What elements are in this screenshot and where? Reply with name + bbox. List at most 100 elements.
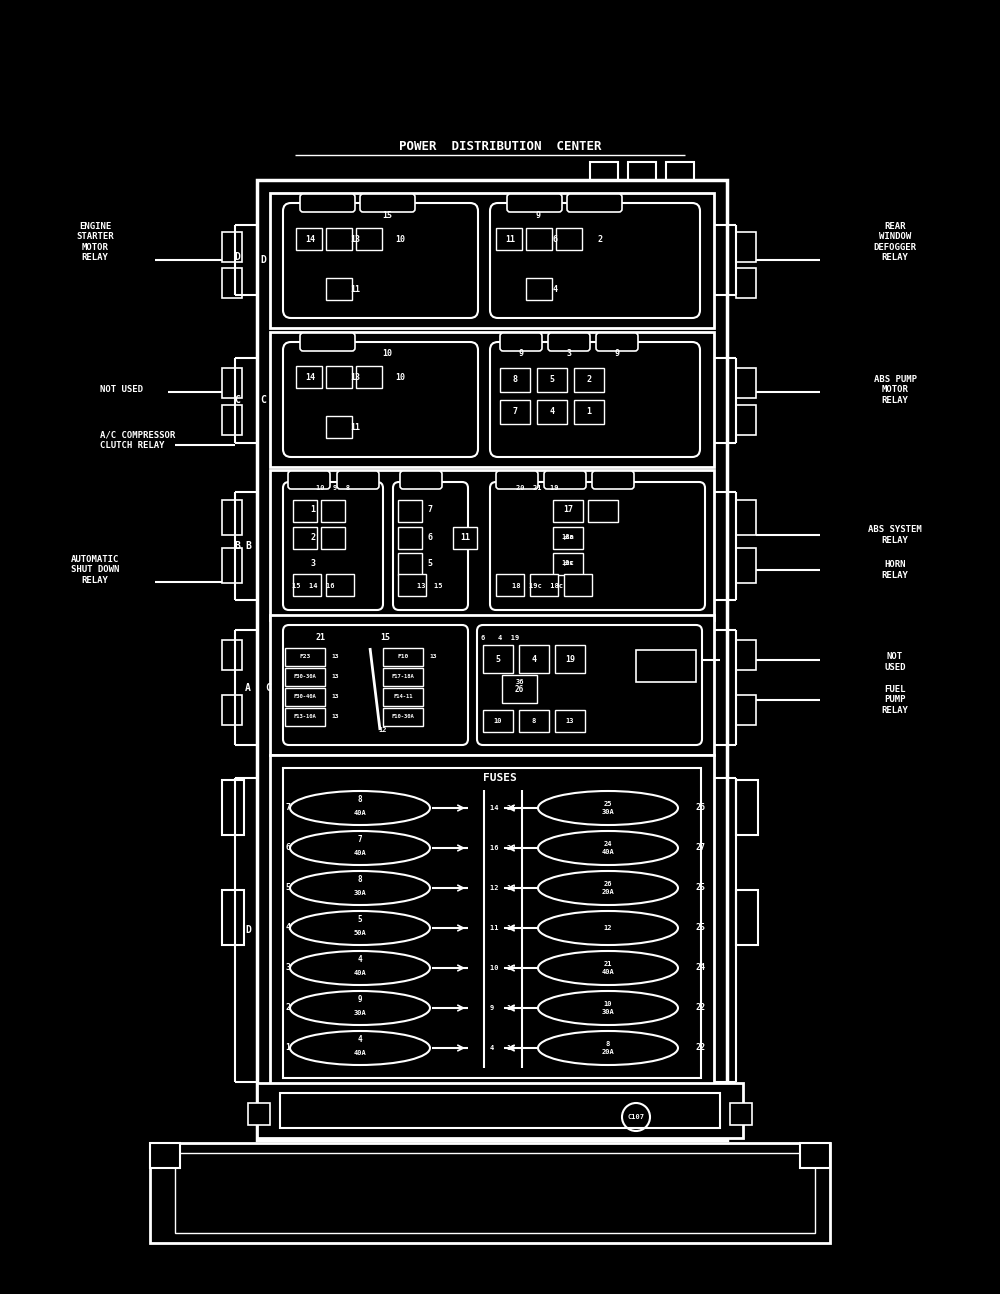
Text: 19c: 19c xyxy=(562,560,574,565)
Text: 13: 13 xyxy=(429,655,437,660)
Text: ABS PUMP
MOTOR
RELAY: ABS PUMP MOTOR RELAY xyxy=(874,375,916,405)
Bar xyxy=(736,641,756,670)
FancyBboxPatch shape xyxy=(283,625,468,745)
Bar xyxy=(222,695,242,725)
Text: 11  16: 11 16 xyxy=(490,925,516,930)
Text: 8: 8 xyxy=(532,718,536,725)
Bar xyxy=(321,499,345,521)
Bar xyxy=(800,1143,830,1168)
Bar xyxy=(588,499,618,521)
Ellipse shape xyxy=(290,871,430,905)
Bar xyxy=(383,688,423,707)
Bar xyxy=(293,527,317,549)
Bar xyxy=(248,1102,270,1124)
Text: 26: 26 xyxy=(695,804,705,813)
Bar xyxy=(222,268,242,298)
Bar xyxy=(736,890,758,945)
Bar xyxy=(496,575,524,597)
FancyBboxPatch shape xyxy=(596,333,638,351)
Text: 3: 3 xyxy=(566,349,572,358)
Text: 40A: 40A xyxy=(354,1049,366,1056)
Text: 7: 7 xyxy=(286,804,290,813)
Bar xyxy=(398,527,422,549)
Text: 4: 4 xyxy=(358,1035,362,1044)
Text: F10: F10 xyxy=(397,655,409,660)
FancyBboxPatch shape xyxy=(283,203,478,318)
Text: C: C xyxy=(260,395,266,405)
Bar xyxy=(222,499,242,534)
Bar xyxy=(555,644,585,673)
Bar xyxy=(270,193,714,327)
Text: 11: 11 xyxy=(505,236,515,245)
Bar xyxy=(356,366,382,388)
Text: 5: 5 xyxy=(428,559,432,568)
Text: 15  14  16: 15 14 16 xyxy=(292,584,334,589)
Bar xyxy=(519,644,549,673)
Text: 27: 27 xyxy=(695,844,705,853)
Bar xyxy=(483,710,513,732)
Text: 4: 4 xyxy=(532,655,536,664)
FancyBboxPatch shape xyxy=(496,471,538,489)
Text: 10: 10 xyxy=(395,236,405,245)
Text: FUSES: FUSES xyxy=(483,773,517,783)
Bar xyxy=(666,162,694,182)
Text: 12: 12 xyxy=(604,925,612,930)
Bar xyxy=(326,278,352,300)
Text: 13: 13 xyxy=(331,655,339,660)
Bar xyxy=(398,575,426,597)
Bar xyxy=(537,400,567,424)
Text: 5: 5 xyxy=(358,915,362,924)
Text: 10: 10 xyxy=(382,349,392,358)
Text: 1: 1 xyxy=(286,1043,290,1052)
FancyBboxPatch shape xyxy=(490,203,700,318)
Bar xyxy=(574,400,604,424)
Text: POWER  DISTRIBUTION  CENTER: POWER DISTRIBUTION CENTER xyxy=(399,141,601,154)
Bar xyxy=(453,527,477,549)
Bar xyxy=(736,405,756,435)
Bar xyxy=(270,615,714,754)
Bar xyxy=(574,367,604,392)
FancyBboxPatch shape xyxy=(337,471,379,489)
Text: D: D xyxy=(260,255,266,265)
Bar xyxy=(526,278,552,300)
Bar xyxy=(150,1143,830,1244)
Text: F14-11: F14-11 xyxy=(393,695,413,700)
Text: NOT
USED: NOT USED xyxy=(884,652,906,672)
Bar xyxy=(280,1093,720,1128)
FancyBboxPatch shape xyxy=(300,333,355,351)
FancyBboxPatch shape xyxy=(360,194,415,212)
Bar xyxy=(398,553,422,575)
Bar xyxy=(564,575,592,597)
Text: 24: 24 xyxy=(695,964,705,973)
FancyBboxPatch shape xyxy=(283,342,478,457)
Text: 7: 7 xyxy=(428,506,432,515)
Text: 14: 14 xyxy=(305,374,315,383)
Bar xyxy=(736,780,758,835)
Text: A: A xyxy=(245,683,251,694)
Bar xyxy=(296,228,322,250)
Bar xyxy=(222,367,242,399)
Text: 5: 5 xyxy=(286,884,290,893)
Bar xyxy=(150,1143,180,1168)
Text: 11: 11 xyxy=(460,533,470,541)
Text: 4: 4 xyxy=(358,955,362,964)
FancyBboxPatch shape xyxy=(283,481,383,609)
Bar xyxy=(398,499,422,521)
Bar xyxy=(383,708,423,726)
Bar xyxy=(553,553,583,575)
Text: 25: 25 xyxy=(695,924,705,933)
Bar xyxy=(222,641,242,670)
Bar xyxy=(222,780,244,835)
Text: 30A: 30A xyxy=(354,890,366,895)
Text: 13: 13 xyxy=(331,674,339,679)
Text: 17: 17 xyxy=(563,506,573,515)
Bar xyxy=(326,575,354,597)
Text: F10-30A: F10-30A xyxy=(392,714,414,719)
Bar xyxy=(285,668,325,686)
Text: C107: C107 xyxy=(628,1114,644,1121)
Text: 6: 6 xyxy=(552,236,558,245)
Text: 10: 10 xyxy=(494,718,502,725)
Ellipse shape xyxy=(290,991,430,1025)
Bar xyxy=(175,1153,815,1233)
Ellipse shape xyxy=(538,791,678,826)
